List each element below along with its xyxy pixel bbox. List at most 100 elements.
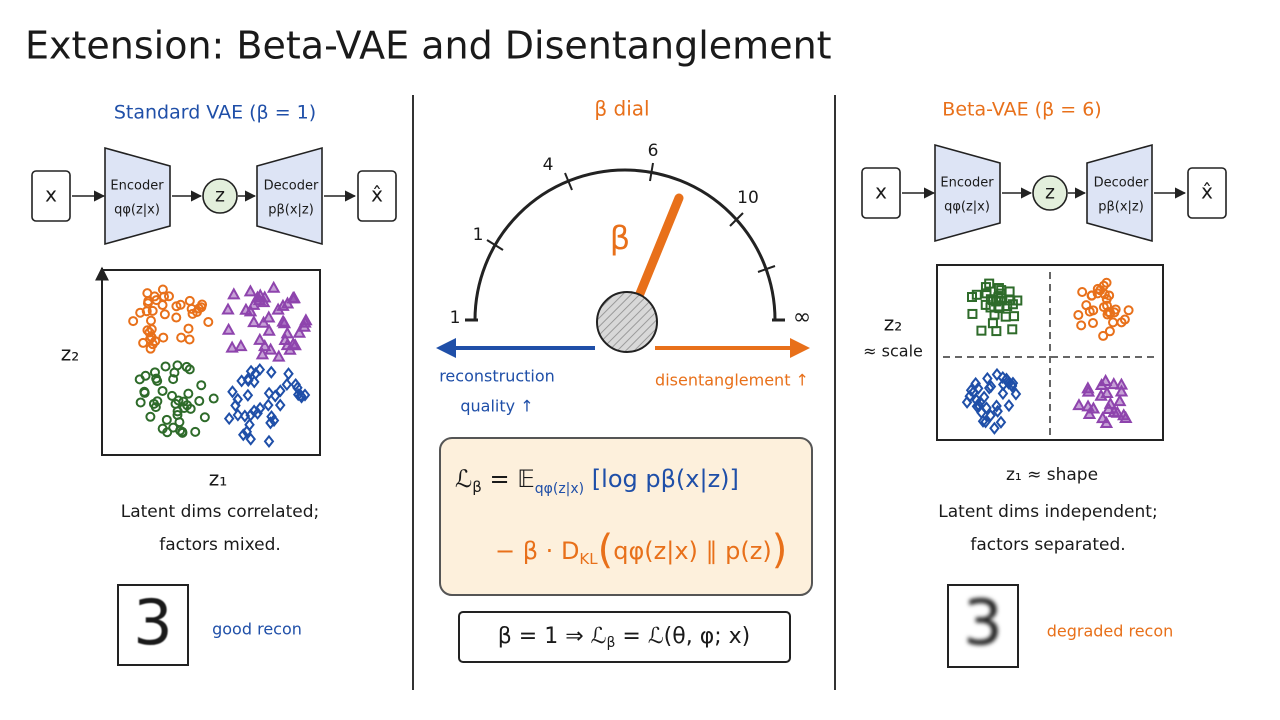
axis-label: z₁ — [209, 467, 228, 491]
scatter-point — [1100, 385, 1114, 398]
scatter-point — [221, 322, 236, 335]
formula-part: − β · D — [495, 537, 579, 565]
formula-part: β — [606, 635, 615, 651]
formula-part: = 𝔼 — [482, 465, 535, 493]
scatter-point — [977, 414, 989, 428]
node-box — [31, 170, 71, 222]
scatter-point — [135, 397, 146, 408]
scatter-point — [175, 299, 186, 310]
scatter-point — [976, 325, 987, 336]
latent-node — [1032, 175, 1068, 211]
scatter-point — [245, 364, 257, 378]
scatter-point — [1082, 406, 1097, 420]
scatter-point — [157, 300, 168, 311]
scatter-point — [1087, 318, 1098, 329]
scatter-point — [1086, 290, 1097, 301]
scatter-point — [1077, 287, 1088, 298]
formula: − β · DKL(qφ(z|x) ∥ p(z)) — [495, 527, 787, 573]
scatter-point — [176, 332, 187, 343]
scatter-point — [1088, 305, 1099, 316]
dial-arc — [473, 168, 777, 321]
node-label: Encoder — [110, 179, 164, 194]
node-label: z — [215, 185, 225, 207]
latent-node — [202, 178, 238, 214]
scatter-point — [1086, 401, 1101, 414]
scatter-point — [238, 428, 249, 442]
scatter-point — [989, 421, 1000, 435]
scatter-point — [985, 294, 996, 305]
scatter-point — [183, 388, 194, 399]
scatter-point — [197, 299, 208, 310]
scatter-point — [269, 389, 281, 403]
dial-tick — [649, 162, 654, 182]
scatter-point — [1119, 314, 1130, 325]
scatter-point — [266, 280, 281, 293]
content: Extension: Beta-VAE and Disentanglement … — [25, 24, 1227, 690]
node-label: Decoder — [264, 179, 319, 194]
scatter-point — [152, 376, 163, 387]
dial-label: 6 — [648, 141, 659, 161]
arrow-label: disentanglement ↑ — [655, 371, 809, 390]
node-label: pβ(x|z) — [268, 203, 314, 218]
scatter-point — [1073, 310, 1084, 321]
scatter-point — [232, 408, 244, 422]
special-case-box — [458, 611, 791, 663]
scatter-point — [1004, 286, 1015, 297]
scatter-point — [190, 426, 201, 437]
scatter-point — [241, 425, 253, 439]
scatter-point — [139, 387, 150, 398]
digit: 3 — [963, 586, 1002, 659]
formula-box — [439, 437, 813, 596]
scatter-point — [1009, 311, 1020, 322]
decoder — [1086, 143, 1153, 243]
formula-part: β — [472, 478, 482, 496]
scatter-point — [169, 367, 180, 378]
scatter-point — [968, 385, 979, 399]
formula-part: qφ(z|x) ∥ p(z) — [613, 537, 772, 565]
scatter-point — [1081, 381, 1095, 394]
scatter-point — [292, 325, 307, 338]
node-label: Encoder — [940, 176, 994, 191]
scatter-point — [184, 295, 195, 306]
scatter-point — [144, 327, 155, 338]
scatter-point — [280, 338, 295, 351]
scatter-point — [1103, 396, 1118, 409]
scatter-point — [255, 347, 270, 360]
scatter-point — [199, 412, 210, 423]
recon-label: good recon — [212, 620, 302, 639]
scatter-point — [150, 402, 161, 413]
scatter-point — [987, 318, 998, 329]
scatter-point — [258, 339, 272, 352]
scatter-point — [980, 415, 991, 429]
node-label: x — [45, 183, 57, 207]
digit-box — [947, 584, 1019, 668]
scatter-point — [980, 299, 991, 310]
scatter-point — [1113, 394, 1127, 407]
scatter-point — [967, 308, 978, 319]
scatter-point — [1072, 398, 1086, 411]
scatter-point — [181, 361, 192, 372]
scatter-point — [997, 386, 1009, 401]
formula: ℒβ = 𝔼qφ(z|x) [log pβ(x|z)] — [455, 465, 739, 497]
scatter-point — [272, 349, 286, 362]
scatter-point — [989, 309, 1000, 320]
scatter-point — [1007, 324, 1018, 335]
node-label: qφ(z|x) — [114, 203, 160, 218]
scatter-point — [997, 377, 1009, 392]
scatter-point — [971, 289, 982, 300]
heading: Beta-VAE (β = 6) — [942, 99, 1101, 121]
scatter-point — [985, 379, 997, 394]
scatter-point — [152, 396, 163, 407]
scatter-point — [1108, 317, 1119, 328]
scatter-point — [134, 374, 145, 385]
scatter-point — [157, 284, 168, 295]
dial-label: ∞ — [793, 305, 811, 330]
scatter-point — [286, 291, 300, 304]
caption: factors separated. — [970, 535, 1125, 555]
decoder — [256, 146, 323, 246]
arrow-label: reconstruction — [439, 367, 555, 386]
dial-tick — [729, 212, 744, 227]
scatter-point — [1010, 387, 1022, 401]
scatter-point — [208, 393, 219, 404]
scatter-point — [274, 398, 286, 412]
